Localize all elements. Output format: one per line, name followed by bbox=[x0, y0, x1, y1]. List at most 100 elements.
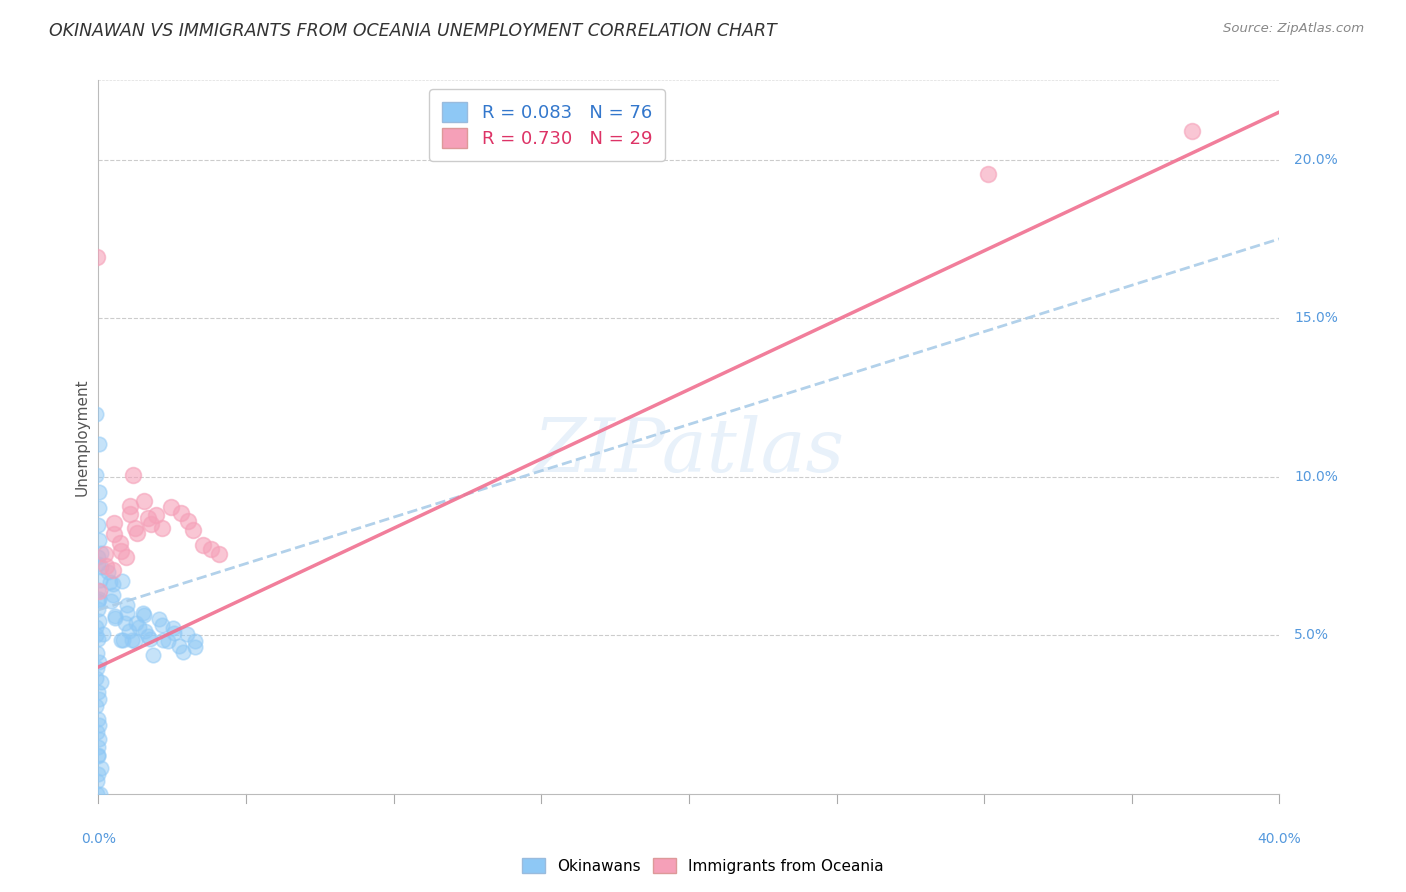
Point bbox=[132, 606, 155, 620]
Point bbox=[100, 574, 122, 589]
Point bbox=[977, 167, 1000, 181]
Point bbox=[87, 691, 110, 706]
Point bbox=[90, 761, 112, 775]
Point bbox=[87, 549, 110, 564]
Point bbox=[139, 632, 162, 646]
Point bbox=[124, 615, 146, 630]
Point bbox=[167, 639, 190, 653]
Point bbox=[145, 508, 167, 522]
Point bbox=[87, 684, 110, 698]
Point bbox=[118, 507, 141, 521]
Point bbox=[110, 632, 132, 647]
Point bbox=[103, 516, 125, 530]
Point bbox=[91, 627, 114, 641]
Point bbox=[94, 548, 117, 562]
Point bbox=[111, 574, 134, 588]
Point bbox=[89, 533, 111, 547]
Text: ZIPatlas: ZIPatlas bbox=[533, 415, 845, 488]
Text: 15.0%: 15.0% bbox=[1294, 311, 1339, 326]
Point bbox=[101, 588, 124, 602]
Point bbox=[97, 565, 120, 579]
Point bbox=[122, 468, 145, 483]
Point bbox=[108, 536, 131, 550]
Point bbox=[87, 518, 110, 533]
Point bbox=[121, 633, 143, 648]
Text: 20.0%: 20.0% bbox=[1294, 153, 1339, 167]
Point bbox=[87, 655, 110, 669]
Legend: R = 0.083   N = 76, R = 0.730   N = 29: R = 0.083 N = 76, R = 0.730 N = 29 bbox=[429, 89, 665, 161]
Point bbox=[162, 621, 184, 635]
Point bbox=[170, 506, 193, 520]
Text: 0.0%: 0.0% bbox=[82, 832, 115, 846]
Point bbox=[134, 624, 156, 639]
Point bbox=[89, 591, 111, 606]
Text: 40.0%: 40.0% bbox=[1257, 832, 1302, 846]
Point bbox=[90, 546, 112, 560]
Point bbox=[191, 537, 214, 551]
Point bbox=[200, 542, 222, 557]
Point bbox=[110, 544, 132, 558]
Point bbox=[104, 609, 127, 624]
Point bbox=[117, 599, 139, 613]
Point bbox=[86, 739, 108, 754]
Point bbox=[138, 629, 160, 643]
Point bbox=[132, 494, 155, 508]
Text: Source: ZipAtlas.com: Source: ZipAtlas.com bbox=[1223, 22, 1364, 36]
Point bbox=[87, 718, 110, 732]
Point bbox=[101, 577, 124, 591]
Point bbox=[87, 767, 110, 781]
Point bbox=[86, 407, 108, 421]
Point bbox=[124, 521, 146, 535]
Point bbox=[87, 602, 110, 616]
Point bbox=[176, 626, 198, 640]
Point bbox=[86, 724, 108, 739]
Point bbox=[138, 510, 160, 524]
Text: OKINAWAN VS IMMIGRANTS FROM OCEANIA UNEMPLOYMENT CORRELATION CHART: OKINAWAN VS IMMIGRANTS FROM OCEANIA UNEM… bbox=[49, 22, 778, 40]
Point bbox=[184, 640, 207, 655]
Point bbox=[84, 468, 107, 483]
Point bbox=[104, 611, 127, 625]
Point bbox=[100, 594, 122, 608]
Point bbox=[118, 499, 141, 513]
Point bbox=[90, 560, 112, 574]
Point bbox=[86, 632, 108, 646]
Point bbox=[89, 501, 111, 516]
Point bbox=[96, 559, 118, 574]
Point bbox=[208, 548, 231, 562]
Point bbox=[87, 593, 110, 607]
Point bbox=[86, 646, 108, 660]
Point bbox=[87, 558, 110, 572]
Point bbox=[184, 633, 207, 648]
Point bbox=[101, 563, 124, 577]
Point bbox=[118, 624, 141, 638]
Y-axis label: Unemployment: Unemployment bbox=[75, 378, 90, 496]
Legend: Okinawans, Immigrants from Oceania: Okinawans, Immigrants from Oceania bbox=[516, 852, 890, 880]
Point bbox=[86, 774, 108, 789]
Point bbox=[115, 606, 138, 620]
Point bbox=[87, 732, 110, 747]
Point bbox=[87, 437, 110, 451]
Point bbox=[142, 648, 165, 662]
Point bbox=[152, 633, 174, 648]
Point bbox=[103, 527, 125, 541]
Point bbox=[86, 787, 108, 801]
Point bbox=[1181, 124, 1204, 138]
Point bbox=[86, 698, 108, 713]
Point bbox=[111, 632, 134, 647]
Point bbox=[152, 617, 174, 632]
Point bbox=[150, 521, 173, 535]
Point bbox=[114, 615, 136, 630]
Point bbox=[86, 749, 108, 764]
Point bbox=[84, 628, 107, 642]
Point bbox=[89, 573, 111, 587]
Point bbox=[176, 514, 198, 528]
Point bbox=[115, 550, 138, 565]
Point bbox=[172, 645, 194, 659]
Point bbox=[127, 526, 149, 541]
Point bbox=[181, 524, 204, 538]
Point bbox=[160, 500, 183, 515]
Point bbox=[128, 620, 150, 634]
Point bbox=[86, 671, 108, 685]
Point bbox=[84, 620, 107, 634]
Point bbox=[87, 747, 110, 762]
